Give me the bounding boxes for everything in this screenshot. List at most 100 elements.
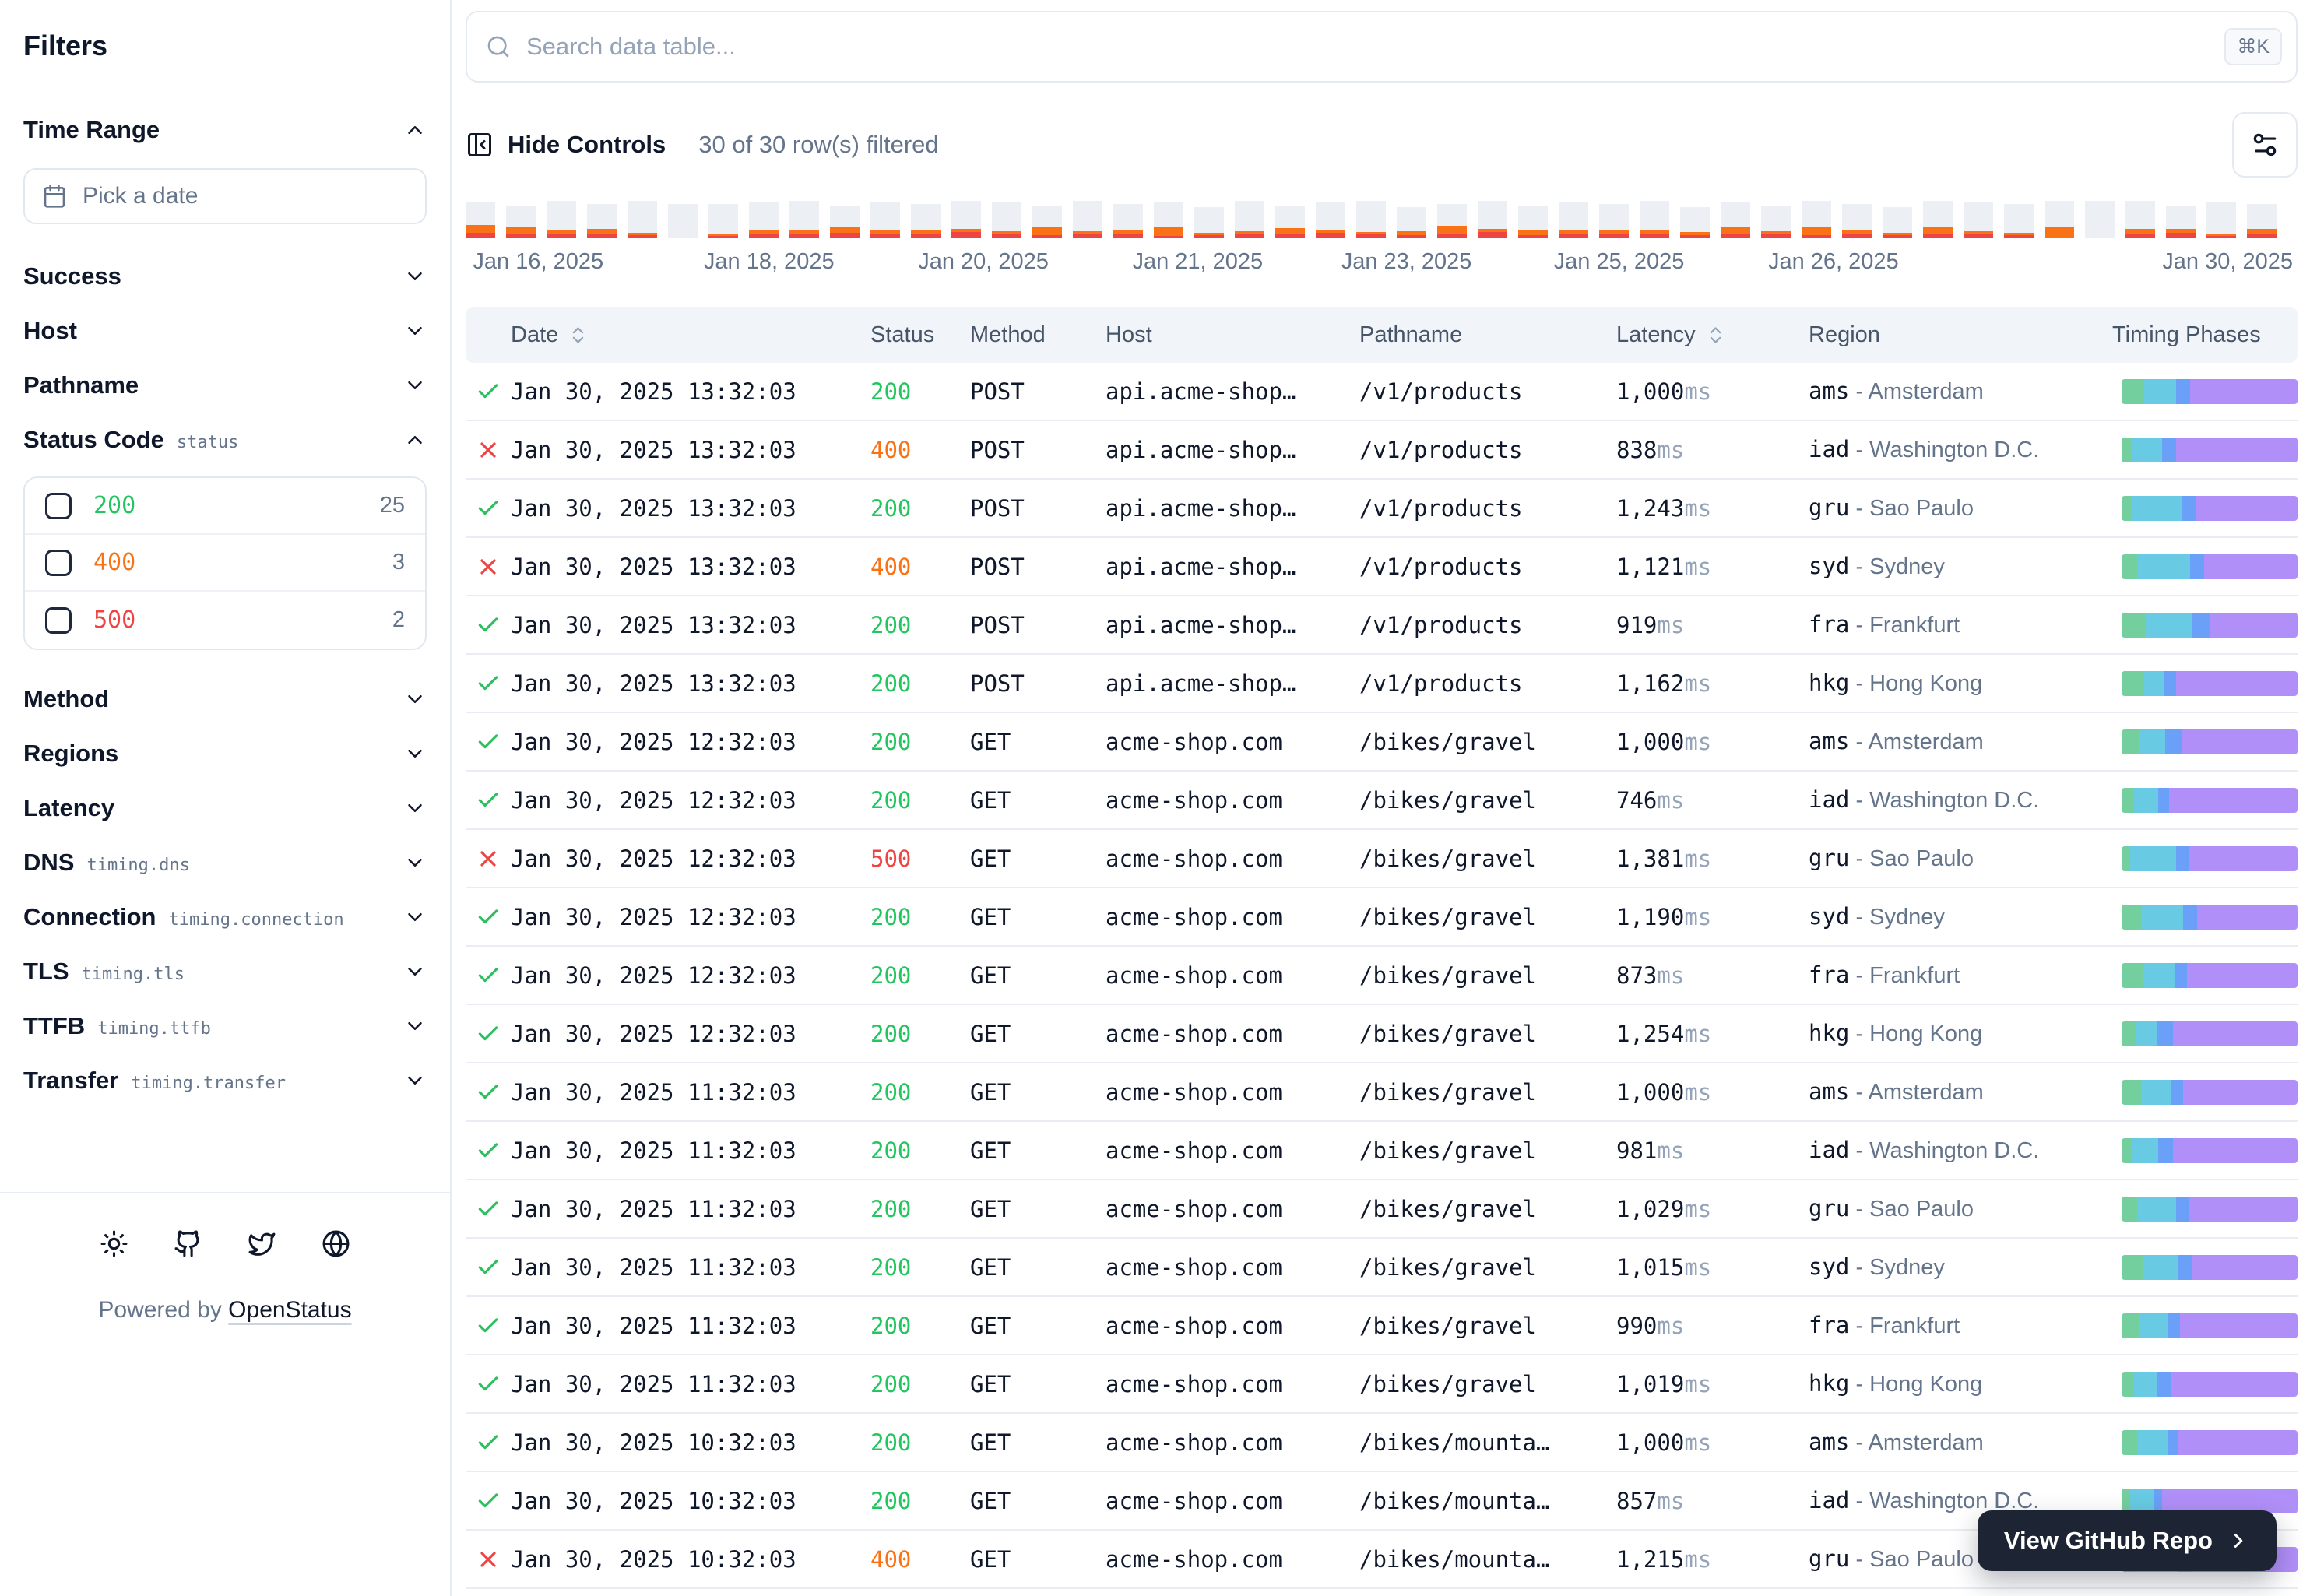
filter-section-success[interactable]: Success [23,258,427,294]
table-row[interactable]: Jan 30, 2025 13:32:03 400 POST api.acme-sho… [466,538,2298,596]
histogram-bar-24[interactable] [1397,207,1426,238]
table-row[interactable]: Jan 30, 2025 10:32:03 200 GET acme-shop.com… [466,1472,2298,1531]
histogram-bar-44[interactable] [2206,202,2236,238]
histogram-bar-5[interactable] [628,201,657,238]
theme-toggle-button[interactable] [100,1229,128,1258]
filter-section-transfer[interactable]: Transfer timing.transfer [23,1063,427,1099]
histogram-bar-13[interactable] [951,201,981,238]
filter-section-tls[interactable]: TLS timing.tls [23,954,427,990]
histogram-bar-42[interactable] [2125,201,2155,238]
view-options-button[interactable] [2232,112,2298,178]
histogram-bar-3[interactable] [547,201,576,238]
openstatus-link[interactable]: OpenStatus [228,1297,352,1323]
table-row[interactable]: Jan 30, 2025 12:32:03 200 GET acme-shop.com… [466,713,2298,772]
table-row[interactable]: Jan 30, 2025 11:32:03 200 GET acme-shop.com… [466,1355,2298,1414]
status-option-400[interactable]: 400 3 [25,535,425,592]
table-row[interactable]: Jan 30, 2025 11:32:03 200 GET acme-shop.com… [466,1063,2298,1122]
table-row[interactable]: Jan 30, 2025 12:32:03 500 GET acme-shop.com… [466,830,2298,888]
histogram-bar-23[interactable] [1356,201,1386,238]
histogram-bar-27[interactable] [1518,206,1548,238]
histogram-bar-39[interactable] [2004,204,2034,238]
checkbox[interactable] [45,492,72,519]
header-cell-status: Status [870,322,970,348]
histogram-bar-43[interactable] [2166,206,2196,238]
github-link-button[interactable] [174,1229,202,1258]
table-row[interactable]: Jan 30, 2025 12:32:03 200 GET acme-shop.com… [466,947,2298,1005]
cell-timing-phases [2112,845,2298,871]
histogram-bar-34[interactable] [1802,201,1831,238]
filter-section-time-range[interactable]: Time Range [23,112,427,148]
filter-section-dns[interactable]: DNS timing.dns [23,845,427,881]
histogram-bar-37[interactable] [1923,201,1953,238]
status-option-200[interactable]: 200 25 [25,478,425,535]
hide-controls-button[interactable]: Hide Controls [466,131,666,159]
histogram-bar-17[interactable] [1113,204,1143,238]
histogram-bar-25[interactable] [1437,204,1467,238]
histogram-bar-10[interactable] [830,206,860,238]
table-row[interactable]: Jan 30, 2025 12:32:03 200 GET acme-shop.com… [466,1005,2298,1063]
filter-section-method[interactable]: Method [23,681,427,717]
histogram-bar-45[interactable] [2247,204,2277,238]
histogram-bar-40[interactable] [2045,201,2074,238]
table-row[interactable]: Jan 30, 2025 10:32:03 200 GET acme-shop.com… [466,1414,2298,1472]
table-row[interactable]: Jan 30, 2025 13:32:03 400 POST api.acme-sho… [466,421,2298,480]
table-row[interactable]: Jan 30, 2025 13:32:03 200 POST api.acme-sho… [466,655,2298,713]
histogram-bar-29[interactable] [1599,204,1629,238]
filter-section-host[interactable]: Host [23,313,427,349]
histogram-bar-26[interactable] [1478,201,1507,238]
histogram-bar-28[interactable] [1559,202,1588,238]
histogram-bar-19[interactable] [1194,207,1224,238]
header-cell-date[interactable]: Date [511,322,870,348]
histogram-bar-18[interactable] [1154,202,1183,238]
histogram-bar-9[interactable] [789,201,819,238]
table-row[interactable]: Jan 30, 2025 11:32:03 200 GET acme-shop.com… [466,1122,2298,1180]
table-row[interactable]: Jan 30, 2025 13:32:03 200 POST api.acme-sho… [466,480,2298,538]
latency-unit: ms [1684,553,1712,580]
filter-section-pathname[interactable]: Pathname [23,367,427,403]
histogram-bar-7[interactable] [708,204,738,238]
histogram-bar-8[interactable] [749,202,779,238]
filter-section-regions[interactable]: Regions [23,736,427,772]
histogram-bar-33[interactable] [1761,206,1791,238]
histogram-bar-15[interactable] [1032,206,1062,238]
search-bar[interactable]: ⌘K [466,11,2298,83]
histogram-bar-11[interactable] [870,202,900,238]
table-row[interactable]: Jan 30, 2025 11:32:03 200 GET acme-shop.com… [466,1239,2298,1297]
view-github-repo-button[interactable]: View GitHub Repo [1977,1510,2277,1571]
filter-section-latency[interactable]: Latency [23,790,427,826]
filter-section-connection[interactable]: Connection timing.connection [23,899,427,935]
twitter-link-button[interactable] [248,1229,276,1258]
filter-section-ttfb[interactable]: TTFB timing.ttfb [23,1008,427,1044]
table-row[interactable]: Jan 30, 2025 11:32:03 200 GET acme-shop.com… [466,1297,2298,1355]
histogram-bar-35[interactable] [1842,204,1872,238]
table-row[interactable]: Jan 30, 2025 13:32:03 200 POST api.acme-sho… [466,363,2298,421]
header-cell-latency[interactable]: Latency [1616,322,1809,348]
histogram-bar-14[interactable] [992,202,1021,238]
histogram-bar-22[interactable] [1316,202,1345,238]
filter-section-status-code[interactable]: Status Code status [23,422,427,458]
histogram-bar-21[interactable] [1275,206,1305,238]
histogram-bar-12[interactable] [911,204,941,238]
histogram-bar-41[interactable] [2085,201,2115,238]
histogram-bar-4[interactable] [587,204,617,238]
histogram-bar-36[interactable] [1883,207,1912,238]
website-link-button[interactable] [322,1229,350,1258]
table-row[interactable]: Jan 30, 2025 13:32:03 200 POST api.acme-sho… [466,596,2298,655]
table-row[interactable]: Jan 30, 2025 12:32:03 200 GET acme-shop.com… [466,772,2298,830]
histogram-bar-31[interactable] [1680,207,1710,238]
table-row[interactable]: Jan 30, 2025 12:32:03 200 GET acme-shop.com… [466,888,2298,947]
search-input[interactable] [526,33,2210,61]
histogram-bar-20[interactable] [1235,201,1264,238]
histogram-bar-16[interactable] [1073,201,1102,238]
date-picker[interactable]: Pick a date [23,168,427,224]
histogram-bar-6[interactable] [668,204,698,238]
histogram-bar-1[interactable] [466,202,495,238]
status-option-500[interactable]: 500 2 [25,592,425,649]
histogram-bar-32[interactable] [1721,202,1750,238]
table-row[interactable]: Jan 30, 2025 11:32:03 200 GET acme-shop.com… [466,1180,2298,1239]
histogram-bar-38[interactable] [1964,202,1993,238]
histogram-bar-30[interactable] [1640,201,1669,238]
checkbox[interactable] [45,606,72,634]
histogram-bar-2[interactable] [506,206,536,238]
checkbox[interactable] [45,549,72,576]
